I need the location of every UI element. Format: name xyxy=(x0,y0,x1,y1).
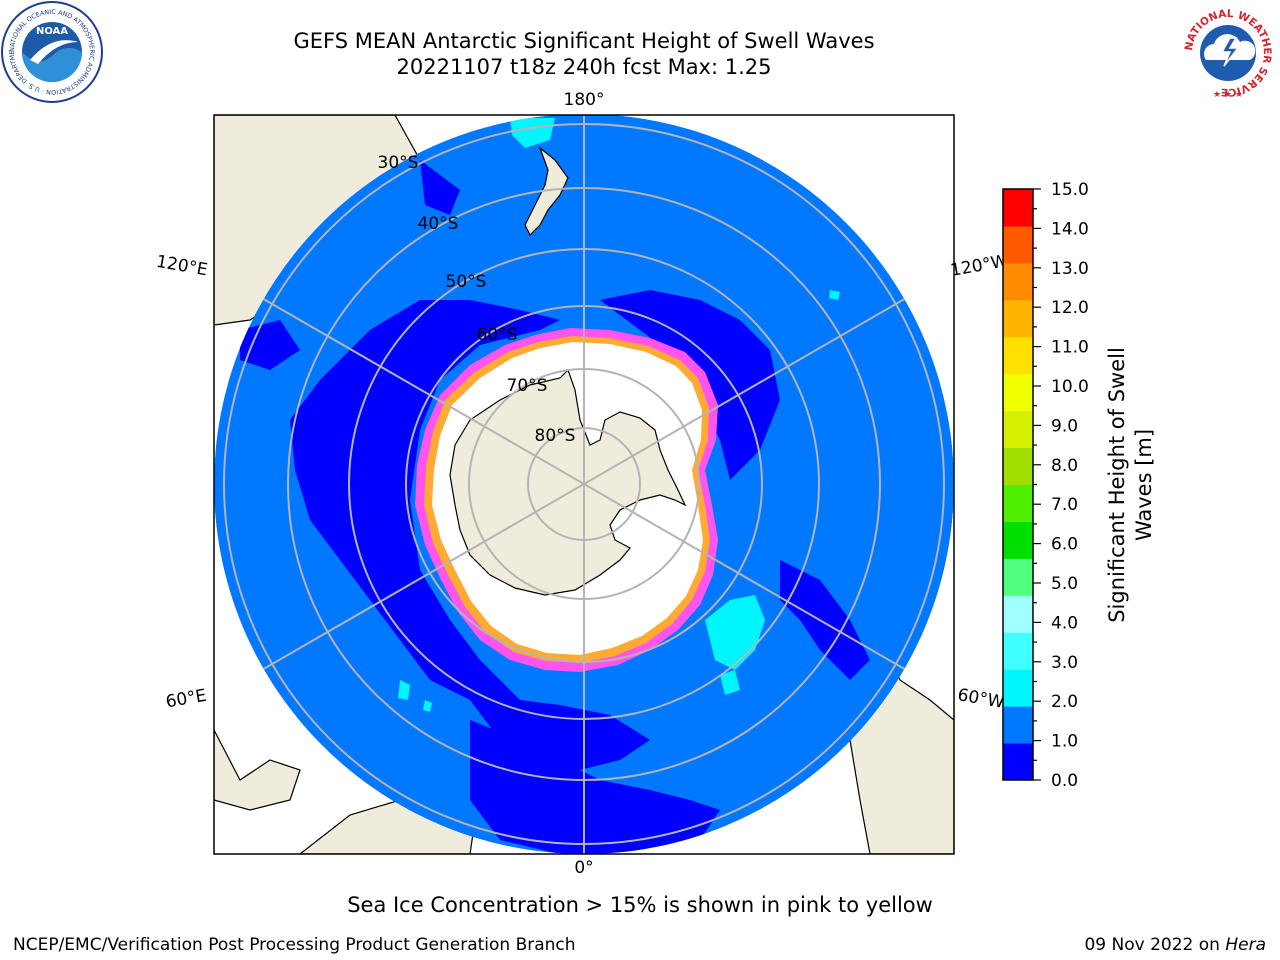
lat-label-60s: 60°S xyxy=(477,325,518,345)
graticule xyxy=(223,115,945,854)
new-zealand-land xyxy=(524,146,569,237)
colorbar-bin xyxy=(1003,373,1033,412)
colorbar-tick-label: 10.0 xyxy=(1051,377,1089,397)
colorbar-bin xyxy=(1003,558,1033,596)
colorbar-bin xyxy=(1003,299,1033,338)
lat-label-70s: 70°S xyxy=(507,376,548,396)
colorbar-tick-label: 1.0 xyxy=(1051,732,1078,752)
colorbar-tick-label: 6.0 xyxy=(1051,535,1078,555)
colorbar-tick-label: 0.0 xyxy=(1051,771,1078,791)
colorbar-bin xyxy=(1003,632,1033,670)
noaa-logo-text: NOAA xyxy=(36,26,68,37)
lat-label-40s: 40°S xyxy=(418,214,459,234)
lat-label-50s: 50°S xyxy=(446,272,487,292)
nws-logo: NATIONAL WEATHER SERVICE ★ ★ ★ xyxy=(1180,5,1276,101)
colorbar-label-line1: Significant Height of Swell xyxy=(1105,347,1129,623)
nws-stars: ★ ★ ★ xyxy=(1213,90,1243,100)
colorbar-tick-label: 3.0 xyxy=(1051,653,1078,673)
lon-label-60w: 60°W xyxy=(956,685,1006,713)
colorbar-tick-label: 4.0 xyxy=(1051,613,1078,633)
credit-text: NCEP/EMC/Verification Post Processing Pr… xyxy=(13,935,576,955)
colorbar-tick-label: 13.0 xyxy=(1051,259,1089,279)
colorbar-tick-label: 14.0 xyxy=(1051,219,1089,239)
colorbar-bin xyxy=(1003,595,1033,633)
colorbar-bin xyxy=(1003,189,1033,227)
low-swell-regions xyxy=(240,160,870,854)
elevated-swell-patches xyxy=(398,118,840,712)
colorbar-tick-label: 7.0 xyxy=(1051,495,1078,515)
antarctica-land xyxy=(449,368,687,596)
colorbar-bin xyxy=(1003,706,1033,744)
lat-label-80s: 80°S xyxy=(535,426,576,446)
sea-ice-note: Sea Ice Concentration > 15% is shown in … xyxy=(347,893,933,917)
madagascar-land xyxy=(214,729,301,811)
chart-title-line2: 20221107 t18z 240h fcst Max: 1.25 xyxy=(397,55,772,79)
colorbar-bin xyxy=(1003,225,1033,264)
latitude-labels: 30°S 40°S 50°S 60°S 70°S 80°S xyxy=(378,153,576,446)
colorbar-tick-label: 12.0 xyxy=(1051,298,1089,318)
lon-label-0: 0° xyxy=(574,858,593,878)
colorbar-label-line2: Waves [m] xyxy=(1132,429,1156,541)
colorbar-ticks: 0.0 1.0 2.0 3.0 4.0 5.0 6.0 7.0 8.0 9.0 10.0 11.0 12… xyxy=(1033,180,1089,791)
colorbar-bin xyxy=(1003,743,1033,781)
noaa-logo: NATIONAL OCEANIC AND ATMOSPHERIC ADMINIS… xyxy=(0,0,103,103)
lat-label-30s: 30°S xyxy=(378,153,419,173)
lon-label-120w: 120°W xyxy=(949,251,1010,281)
colorbar-bin xyxy=(1003,484,1033,522)
polar-map: 30°S 40°S 50°S 60°S 70°S 80°S xyxy=(214,115,954,854)
colorbar-tick-label: 15.0 xyxy=(1051,180,1089,200)
lon-label-120e: 120°E xyxy=(155,252,209,281)
colorbar-tick-label: 9.0 xyxy=(1051,416,1078,436)
lon-label-180: 180° xyxy=(564,90,605,110)
colorbar-tick-label: 11.0 xyxy=(1051,338,1089,358)
colorbar-bin xyxy=(1003,669,1033,707)
colorbar-bin xyxy=(1003,336,1033,375)
colorbar-bin xyxy=(1003,410,1033,449)
colorbar-bin xyxy=(1003,521,1033,559)
colorbar-bin xyxy=(1003,262,1033,301)
lon-label-60e: 60°E xyxy=(164,686,208,713)
colorbar xyxy=(1003,189,1033,781)
colorbar-tick-label: 5.0 xyxy=(1051,574,1078,594)
map-frame xyxy=(213,114,955,855)
colorbar-bin xyxy=(1003,447,1033,485)
date-stamp: 09 Nov 2022 on Hera xyxy=(1084,935,1266,955)
colorbar-tick-label: 2.0 xyxy=(1051,692,1078,712)
chart-title-line1: GEFS MEAN Antarctic Significant Height o… xyxy=(293,29,874,53)
colorbar-tick-label: 8.0 xyxy=(1051,456,1078,476)
date-text: 09 Nov 2022 on xyxy=(1084,935,1219,955)
host-name: Hera xyxy=(1225,935,1266,955)
polar-domain xyxy=(214,115,954,854)
